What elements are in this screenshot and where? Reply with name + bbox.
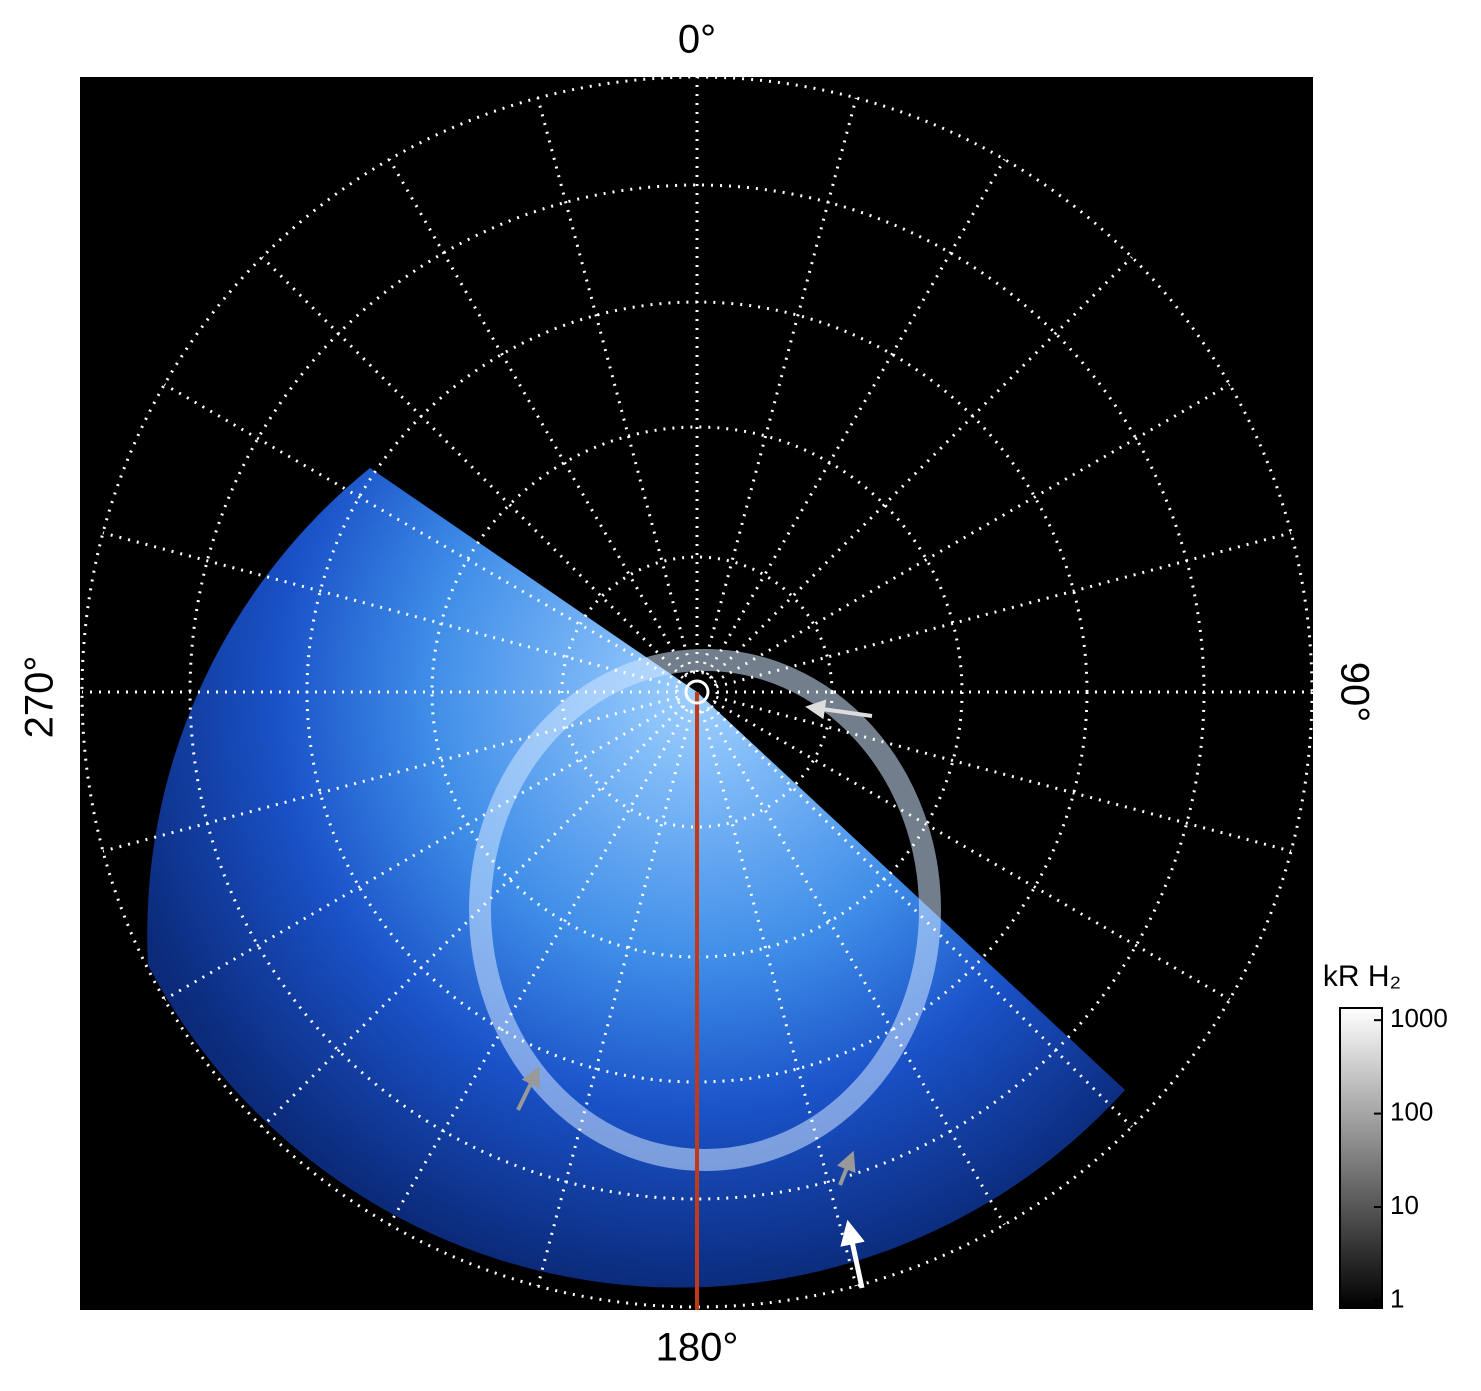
grid-spoke	[713, 700, 1231, 1001]
grid-spoke	[163, 383, 681, 684]
grid-spoke	[700, 710, 858, 1287]
grid-spoke	[700, 97, 858, 674]
colorbar-ticks: 1 10 100 1000	[1374, 1003, 1448, 1313]
grid-spoke	[261, 256, 684, 679]
arrow	[837, 1150, 856, 1186]
grid-spoke	[388, 708, 689, 1226]
grid-spoke	[536, 97, 694, 674]
colorbar	[1339, 1007, 1383, 1309]
grid-spoke	[710, 256, 1133, 679]
colorbar-label: kR H₂	[1323, 960, 1401, 993]
grid-spoke	[536, 710, 694, 1287]
colorbar-tick-label: 100	[1390, 1096, 1433, 1126]
grid-spoke	[705, 158, 1006, 676]
colorbar-tick-label: 10	[1390, 1190, 1419, 1220]
direction-label: 0°	[678, 18, 716, 62]
grid-spoke	[388, 158, 689, 676]
grid-spoke	[102, 531, 679, 689]
colorbar-tick-label: 1	[1390, 1283, 1404, 1313]
grid-spoke	[713, 383, 1231, 684]
grid-spoke	[163, 700, 681, 1001]
grid-spoke	[715, 695, 1292, 853]
polar-grid	[80, 75, 1314, 1309]
grid-spoke	[715, 531, 1292, 689]
grid-spoke	[710, 705, 1133, 1128]
grid-spoke	[102, 695, 679, 853]
arrow	[840, 1219, 865, 1289]
arrow	[516, 1066, 540, 1111]
pole-marker	[684, 679, 710, 705]
arrow	[805, 699, 873, 720]
grid-circle	[560, 555, 834, 829]
grid-spoke	[261, 705, 684, 1128]
direction-label: 270°	[18, 656, 62, 739]
colorbar-tick-label: 1000	[1390, 1003, 1448, 1033]
main-oval	[469, 649, 941, 1171]
direction-label: 90°	[1332, 662, 1376, 723]
direction-label: 180°	[656, 1326, 739, 1370]
grid-spoke	[705, 708, 1006, 1226]
